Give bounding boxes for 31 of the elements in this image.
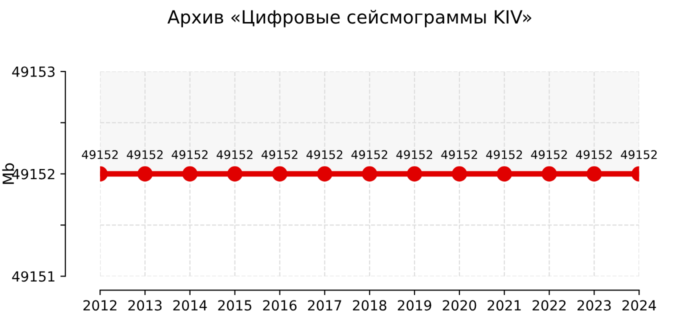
data-label: 49152: [262, 150, 298, 160]
data-label: 49152: [126, 150, 163, 160]
chart-title: Архив «Цифровые сейсмограммы KIV»: [167, 10, 532, 28]
x-tick-label: 2015: [218, 300, 252, 311]
x-tick-label: 2018: [352, 300, 386, 311]
x-tick-label: 2020: [442, 300, 476, 311]
y-tick-label: 49151: [12, 271, 54, 282]
data-label: 49152: [486, 150, 522, 160]
x-tick-label: 2014: [173, 300, 207, 311]
data-label: 49152: [396, 150, 432, 160]
x-tick-label: 2016: [263, 300, 297, 311]
data-label: 49152: [216, 150, 252, 160]
x-tick-label: 2019: [398, 300, 432, 311]
x-tick-label: 2012: [83, 300, 116, 311]
data-label: 49152: [620, 150, 657, 160]
x-tick-label: 2021: [488, 300, 521, 311]
data-label: 49152: [441, 150, 478, 160]
x-tick-label: 2022: [532, 300, 566, 311]
data-label: 49152: [306, 150, 342, 160]
data-label: 49152: [172, 150, 208, 160]
data-label: 49152: [531, 150, 567, 160]
y-axis-title: Mb: [2, 163, 14, 184]
x-tick-label: 2017: [308, 300, 342, 311]
x-tick-label: 2013: [128, 300, 162, 311]
y-tick-label: 49153: [12, 66, 55, 77]
y-tick-label: 49152: [12, 168, 54, 180]
data-label: 49152: [351, 150, 388, 160]
data-label: 49152: [576, 150, 612, 160]
x-tick-label: 2023: [578, 300, 611, 311]
data-label: 49152: [82, 150, 118, 160]
x-tick-label: 2024: [622, 300, 656, 311]
